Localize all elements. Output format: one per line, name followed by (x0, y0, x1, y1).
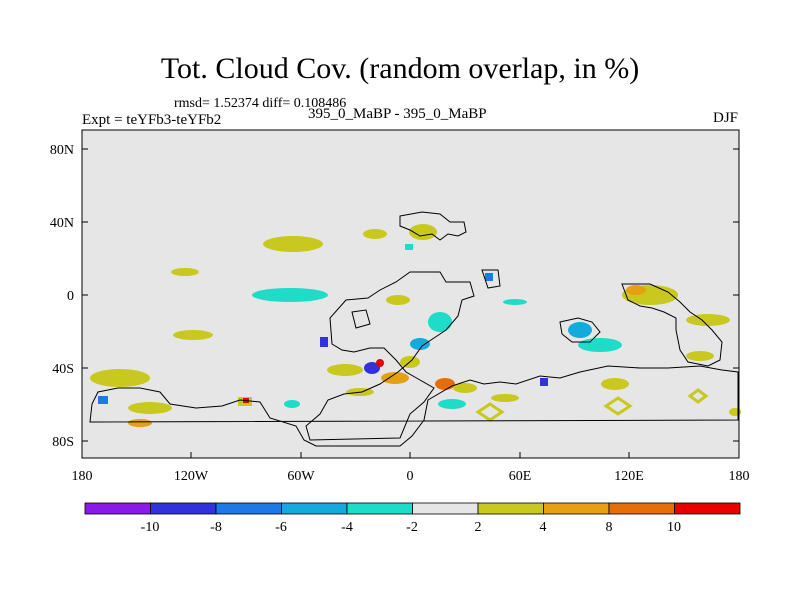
anomaly-patch (173, 330, 213, 340)
season-label: DJF (712, 110, 738, 126)
colorbar-box (608, 502, 675, 515)
coastline-south (89, 365, 739, 447)
anomaly-patch (410, 338, 430, 350)
anomaly-patch (687, 388, 709, 404)
colorbar-box (84, 502, 151, 515)
colorbar-box (150, 502, 217, 515)
coastlines (89, 211, 739, 447)
colorbar-label: 8 (606, 520, 613, 535)
colorbar-label: -4 (341, 520, 353, 535)
case-label: 395_0_MaBP - 395_0_MaBP (308, 106, 487, 122)
colorbar-label: -10 (141, 520, 160, 535)
y-tick-label: 40S (52, 362, 74, 377)
anomaly-patch (405, 244, 413, 250)
anomaly-patch (453, 383, 477, 393)
anomaly-patch (438, 399, 466, 409)
anomaly-patch (128, 402, 172, 414)
anomaly-patch (90, 369, 150, 387)
experiment-label: Expt = teYFb3-teYFb2 (82, 112, 222, 128)
anomaly-patch (363, 229, 387, 239)
coastline-island (481, 269, 501, 289)
anomaly-field (90, 224, 741, 427)
colorbar-box (346, 502, 413, 515)
coastline-island (559, 317, 601, 343)
anomaly-patch (578, 338, 622, 352)
coastline-island (351, 309, 371, 329)
anomaly-patch (364, 362, 380, 374)
coastline-central (305, 271, 475, 441)
anomaly-patch (435, 378, 455, 390)
colorbar-labels: -10 -8 -6 -4 -2 2 4 8 10 (141, 520, 681, 535)
anomaly-patch (128, 419, 152, 427)
anomaly-patch (263, 236, 323, 252)
anomaly-patch (428, 312, 452, 332)
colorbar-box (477, 502, 544, 515)
anomaly-patch (409, 224, 437, 240)
colorbar (84, 502, 741, 515)
colorbar-label: 10 (667, 520, 681, 535)
plot-title: Tot. Cloud Cov. (random overlap, in %) (160, 52, 640, 85)
y-axis-ticks (82, 148, 739, 442)
x-tick-label: 60W (287, 469, 315, 484)
y-tick-label: 0 (67, 289, 74, 304)
anomaly-patch (568, 322, 592, 338)
rmsd-diff-stats: rmsd= 1.52374 diff= 0.108486 (174, 96, 347, 111)
anomaly-patch (485, 273, 493, 281)
anomaly-patch (601, 378, 629, 390)
anomaly-patch (376, 359, 384, 367)
y-tick-label: 80S (52, 435, 74, 450)
colorbar-label: -6 (275, 520, 287, 535)
colorbar-label: 2 (475, 520, 482, 535)
anomaly-patch (252, 288, 328, 302)
anomaly-patch (626, 285, 646, 295)
colorbar-box (543, 502, 610, 515)
anomaly-patch (284, 400, 300, 408)
anomaly-patch (327, 364, 363, 376)
coastline-north (399, 211, 467, 241)
anomaly-patch (475, 402, 505, 422)
y-tick-label: 40N (50, 216, 74, 231)
anomaly-patch (603, 396, 633, 416)
x-tick-label: 120E (614, 469, 644, 484)
anomaly-patch (686, 314, 730, 326)
anomaly-patch (686, 351, 714, 361)
colorbar-label: 4 (540, 520, 547, 535)
colorbar-label: -2 (406, 520, 418, 535)
anomaly-patch (381, 372, 409, 384)
x-tick-label: 0 (407, 469, 414, 484)
colorbar-box (412, 502, 479, 515)
colorbar-box (674, 502, 741, 515)
colorbar-box (281, 502, 348, 515)
anomaly-patch (98, 396, 108, 404)
x-tick-label: 120W (174, 469, 209, 484)
x-tick-label: 60E (509, 469, 532, 484)
colorbar-label: -8 (210, 520, 222, 535)
colorbar-box (215, 502, 282, 515)
anomaly-patch (503, 299, 527, 305)
x-axis-ticks (81, 452, 740, 458)
x-tick-label: 180 (72, 469, 93, 484)
anomaly-patch (540, 378, 548, 386)
y-tick-label: 80N (50, 143, 74, 158)
x-tick-label: 180 (729, 469, 750, 484)
anomaly-patch (320, 337, 328, 347)
anomaly-patch (491, 394, 519, 402)
anomaly-patch (386, 295, 410, 305)
anomaly-patch (171, 268, 199, 276)
coastline-east (621, 283, 723, 367)
